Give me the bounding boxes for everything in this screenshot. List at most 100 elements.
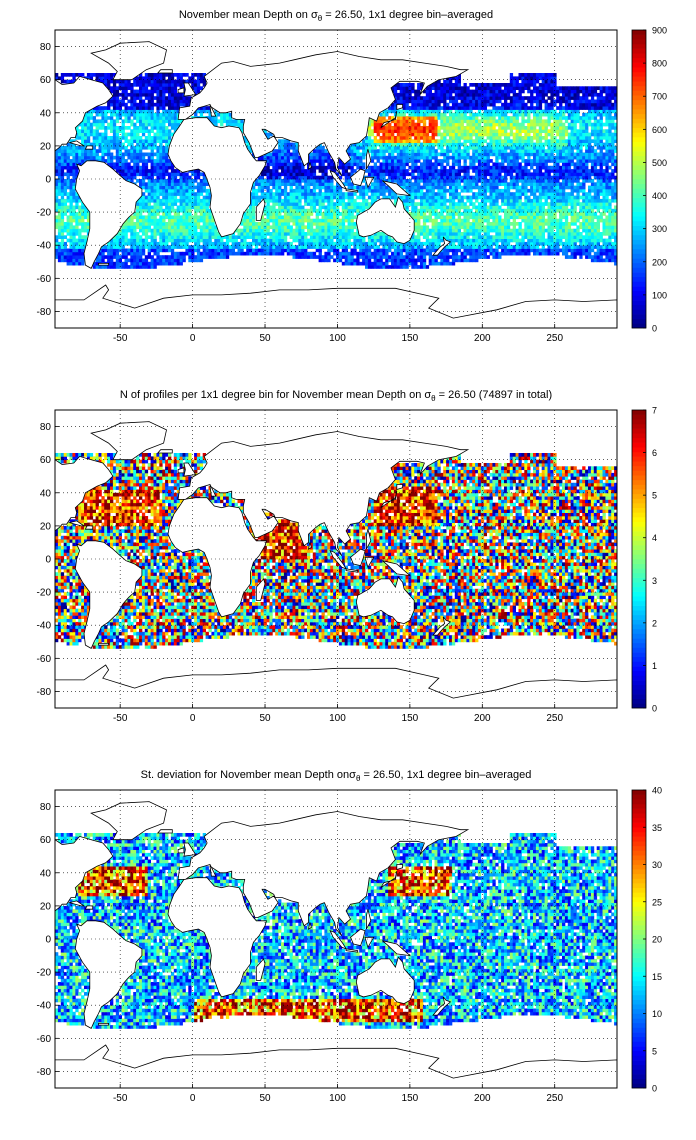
coastline-4 (177, 431, 470, 556)
colorbar-segment (632, 437, 646, 443)
colorbar-segment (632, 906, 646, 912)
colorbar-segment (632, 451, 646, 457)
coastline-2 (74, 540, 143, 649)
colorbar-segment (632, 694, 646, 699)
colorbar-segment (632, 230, 646, 236)
coastline-23 (307, 542, 312, 550)
colorbar-segment (632, 253, 646, 259)
coastline-17 (350, 548, 366, 567)
y-tick-label: -80 (37, 307, 52, 318)
grid (55, 410, 617, 708)
colorbar-segment (632, 272, 646, 278)
coastline-16 (345, 188, 359, 193)
colorbar-segment (632, 146, 646, 152)
colorbar-segment (632, 572, 646, 578)
colorbar-segment (632, 614, 646, 620)
colorbar-segment (632, 428, 646, 434)
colorbar-segment (632, 827, 646, 833)
colorbar-segment (632, 990, 646, 996)
colorbar-segment (632, 680, 646, 686)
x-tick-label: 50 (259, 713, 271, 724)
colorbar-segment (632, 845, 646, 851)
colorbar-segment (632, 127, 646, 133)
colorbar-segment (632, 192, 646, 198)
colorbar-segment (632, 1013, 646, 1019)
colorbar-segment (632, 591, 646, 597)
coastline-20 (364, 936, 375, 949)
colorbar-tick-label: 5 (652, 491, 657, 501)
colorbar-segment (632, 90, 646, 96)
colorbar-segment (632, 109, 646, 115)
colorbar-segment (632, 48, 646, 54)
colorbar-segment (632, 841, 646, 847)
colorbar-frame (631, 29, 647, 329)
coastline-5 (355, 196, 415, 245)
coastline-10 (380, 871, 398, 889)
x-tick-label: 100 (329, 713, 346, 724)
y-tick-label: -20 (37, 968, 52, 979)
colorbar-segment (632, 188, 646, 194)
colorbar-segment (632, 512, 646, 518)
colorbar-segment (632, 559, 646, 564)
coastline-3 (167, 117, 268, 238)
colorbar-segment (632, 433, 646, 439)
x-tick-label: 200 (474, 1093, 491, 1104)
coastline-9 (255, 578, 266, 601)
colorbar-tick-label: 10 (652, 1009, 662, 1019)
colorbar-segment (632, 526, 646, 532)
colorbar-segment (632, 999, 646, 1005)
colorbar-segment (632, 300, 646, 306)
x-tick-label: 100 (329, 333, 346, 344)
x-tick-label: 150 (402, 713, 419, 724)
y-tick-label: -40 (37, 241, 52, 252)
coastline-22 (84, 905, 94, 910)
y-tick-label: 0 (45, 555, 51, 566)
colorbar-segment (632, 897, 646, 903)
grid (55, 30, 617, 328)
colorbar-segment (632, 582, 646, 588)
colorbar-segment (632, 822, 646, 828)
y-tick-label: 80 (40, 422, 52, 433)
colorbar-tick-label: 100 (652, 290, 667, 300)
colorbar-segment (632, 304, 646, 310)
colorbar-segment (632, 624, 646, 630)
colorbar-segment (632, 174, 646, 180)
colorbar-segment (632, 656, 646, 662)
coastline-13 (177, 847, 185, 854)
colorbar-segment (632, 276, 646, 282)
colorbar-segment (632, 104, 646, 110)
colorbar-segment (632, 461, 646, 467)
coastline-6 (432, 236, 452, 256)
colorbar-tick-label: 30 (652, 860, 662, 870)
colorbar-segment (632, 925, 646, 930)
coastline-2 (74, 920, 143, 1029)
coastline-6 (432, 616, 452, 636)
colorbar-segment (632, 410, 646, 415)
colorbar-segment (632, 295, 646, 301)
coastline-14 (156, 69, 173, 74)
colorbar-segment (632, 1069, 646, 1075)
colorbar-segment (632, 803, 646, 809)
colorbar-segment (632, 934, 646, 940)
colorbar-segment (632, 869, 646, 875)
colorbar-segment (632, 531, 646, 537)
y-tick-label: -20 (37, 208, 52, 219)
colorbar-segment (632, 155, 646, 161)
colorbar-segment (632, 258, 646, 264)
coastline-7 (90, 801, 167, 841)
coastline-10 (380, 491, 398, 509)
colorbar-segment (632, 211, 646, 217)
colorbar-tick-label: 200 (652, 257, 667, 267)
colorbar-segment (632, 1050, 646, 1056)
coastline-24 (98, 643, 109, 646)
x-tick-label: 200 (474, 333, 491, 344)
x-tick-label: -50 (113, 333, 128, 344)
colorbar-segment (632, 957, 646, 963)
y-tick-label: -20 (37, 588, 52, 599)
colorbar-segment (632, 507, 646, 513)
colorbar-segment (632, 62, 646, 68)
colorbar-segment (632, 71, 646, 77)
colorbar-segment (632, 81, 646, 87)
colorbar-segment (632, 948, 646, 954)
colorbar-segment (632, 850, 646, 856)
